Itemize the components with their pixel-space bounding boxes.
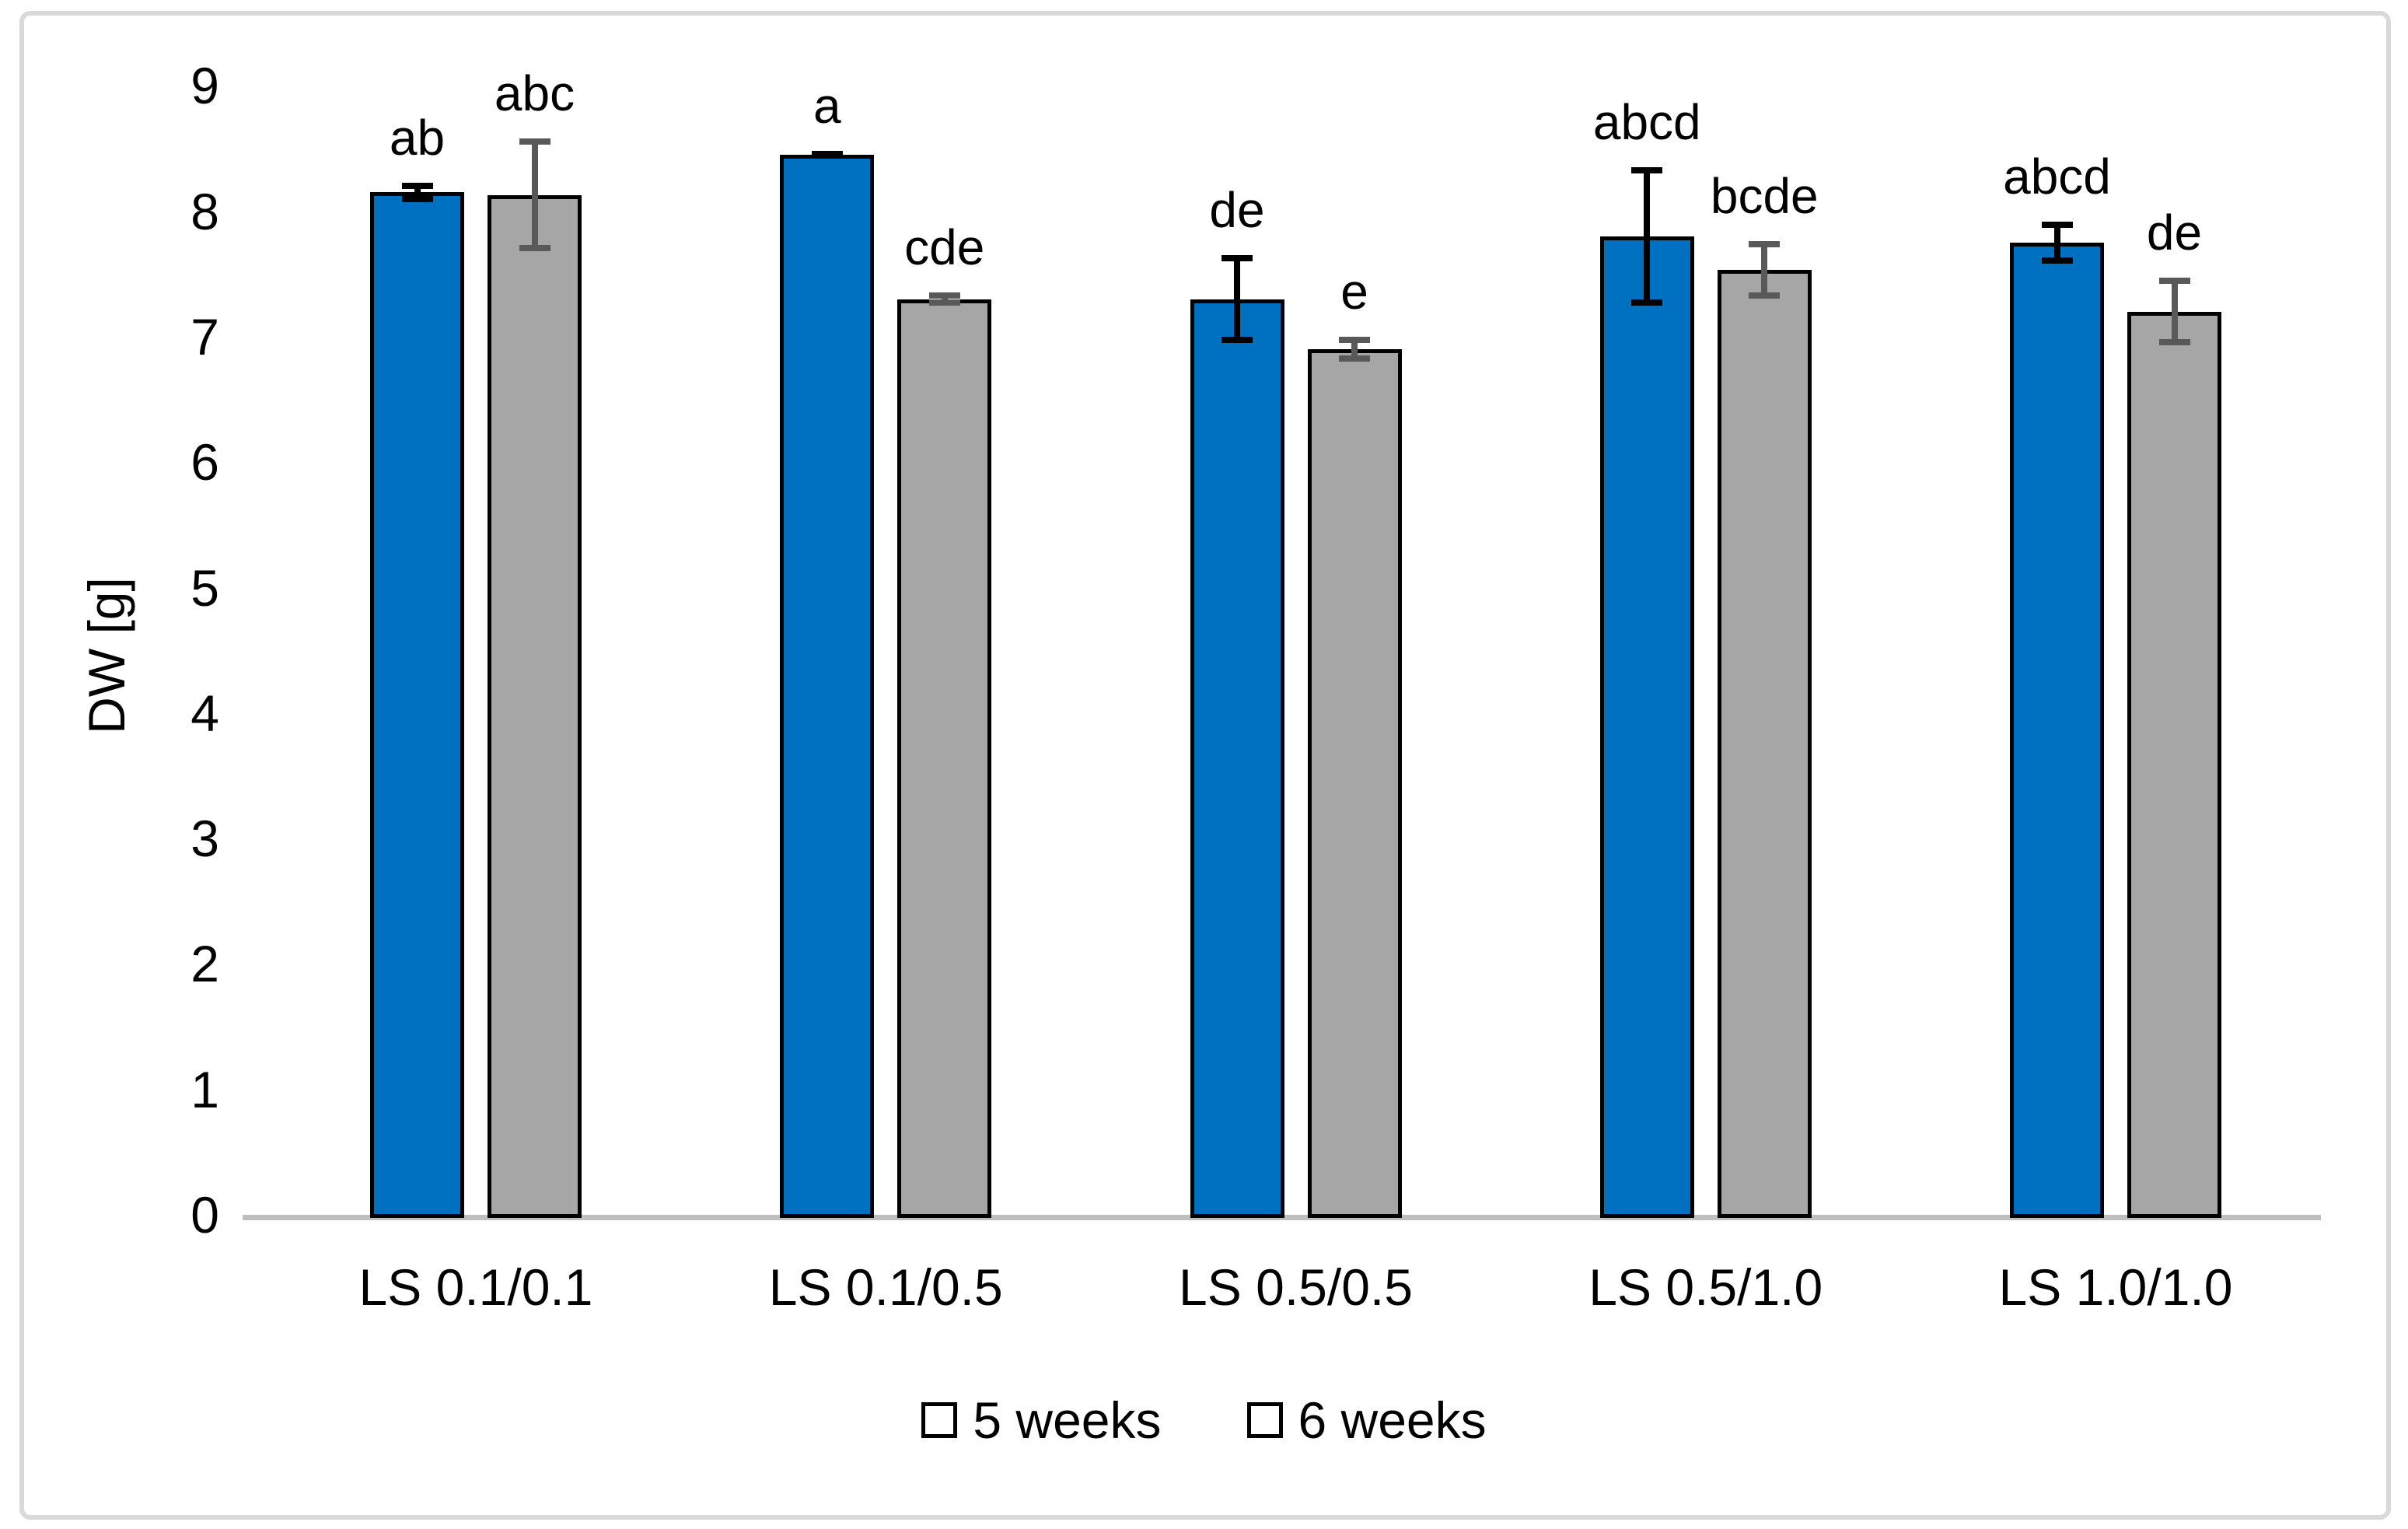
error-bar-cap <box>1631 299 1663 306</box>
legend-item-6-weeks: 6 weeks <box>1246 1391 1487 1449</box>
error-bar-cap <box>811 152 843 159</box>
error-bar-cap <box>2041 221 2073 228</box>
error-bar-cap <box>1221 255 1253 262</box>
significance-letter: de <box>1209 182 1265 239</box>
y-tick-label: 5 <box>190 558 219 617</box>
bar-5-weeks <box>1190 299 1284 1218</box>
error-bar-cap <box>401 196 433 203</box>
error-bar-line <box>2053 221 2060 264</box>
error-bar-cap <box>1631 167 1663 174</box>
significance-letter: bcde <box>1710 168 1819 225</box>
error-bar-cap <box>1221 336 1253 343</box>
error-bar-5-weeks <box>1221 255 1253 343</box>
error-bar-line <box>1351 336 1358 362</box>
category-label: LS 1.0/1.0 <box>1998 1258 2233 1316</box>
y-tick-label: 1 <box>190 1060 219 1118</box>
category-label: LS 0.1/0.1 <box>358 1258 593 1316</box>
error-bar-cap <box>1749 292 1781 299</box>
bar-5-weeks <box>1599 236 1694 1218</box>
error-bar-line <box>941 292 948 306</box>
error-bar-cap <box>1339 336 1370 343</box>
significance-letter: abcd <box>1592 94 1701 151</box>
error-bar-6-weeks <box>2158 278 2190 346</box>
bar-5-weeks <box>780 155 875 1218</box>
y-tick-label: 6 <box>190 433 219 492</box>
bar-6-weeks <box>488 194 582 1218</box>
legend-label-5-weeks: 5 weeks <box>973 1391 1162 1449</box>
error-bar-cap <box>928 292 960 299</box>
legend-swatch-6-weeks <box>1246 1402 1283 1438</box>
significance-letter: abc <box>494 65 575 122</box>
significance-letter: ab <box>389 109 446 166</box>
error-bar-5-weeks <box>1631 167 1663 306</box>
legend-label-6-weeks: 6 weeks <box>1298 1391 1487 1449</box>
error-bar-cap <box>519 138 550 145</box>
error-bar-cap <box>519 245 550 252</box>
error-bar-5-weeks <box>811 151 843 159</box>
bar-6-weeks <box>1717 270 1812 1218</box>
error-bar-line <box>531 138 538 252</box>
bar-6-weeks <box>1307 349 1402 1218</box>
legend: 5 weeks 6 weeks <box>0 1394 2408 1446</box>
error-bar-cap <box>1339 355 1370 362</box>
error-bar-6-weeks <box>928 292 960 306</box>
error-bar-line <box>1234 255 1240 343</box>
y-tick-label: 9 <box>190 57 219 115</box>
error-bar-line <box>414 182 421 203</box>
category-label: LS 0.1/0.5 <box>768 1258 1003 1316</box>
error-bar-cap <box>1749 241 1781 248</box>
significance-letter: de <box>2146 205 2203 261</box>
y-tick-label: 2 <box>190 935 219 993</box>
significance-letter: abcd <box>2003 148 2111 205</box>
bar-6-weeks <box>2127 311 2221 1218</box>
significance-letter: a <box>813 78 841 135</box>
significance-letter: cde <box>904 219 985 276</box>
y-tick-label: 4 <box>190 684 219 742</box>
bar-6-weeks <box>897 299 992 1218</box>
error-bar-cap <box>2158 339 2190 346</box>
legend-item-5-weeks: 5 weeks <box>921 1391 1162 1449</box>
bar-5-weeks <box>370 192 464 1218</box>
error-bar-6-weeks <box>1749 241 1781 299</box>
category-label: LS 0.5/1.0 <box>1588 1258 1823 1316</box>
y-tick-label: 7 <box>190 307 219 366</box>
significance-letter: e <box>1340 263 1368 320</box>
error-bar-cap <box>928 299 960 306</box>
y-tick-label: 8 <box>190 182 219 240</box>
error-bar-line <box>2171 278 2178 346</box>
bar-5-weeks <box>2010 242 2104 1218</box>
error-bar-5-weeks <box>401 182 433 203</box>
error-bar-6-weeks <box>519 138 550 252</box>
legend-swatch-5-weeks <box>921 1402 958 1438</box>
y-tick-label: 3 <box>190 810 219 868</box>
error-bar-line <box>1644 167 1651 306</box>
y-tick-label: 0 <box>190 1186 219 1244</box>
error-bar-5-weeks <box>2041 221 2073 264</box>
error-bar-line <box>1761 241 1768 299</box>
error-bar-cap <box>401 182 433 189</box>
error-bar-cap <box>2158 278 2190 285</box>
error-bar-cap <box>2041 257 2073 264</box>
error-bar-6-weeks <box>1339 336 1370 362</box>
category-label: LS 0.5/0.5 <box>1179 1258 1413 1316</box>
